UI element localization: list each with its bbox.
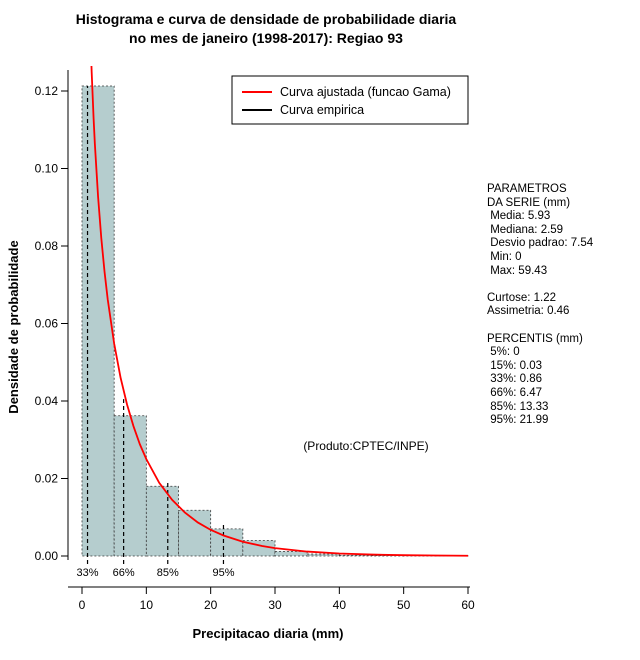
y-tick-label: 0.12 bbox=[35, 84, 59, 98]
percentile-label: 95% bbox=[212, 567, 234, 579]
chart-title-line1: Histograma e curva de densidade de proba… bbox=[75, 11, 457, 27]
stats-line: Curtose: 1.22 bbox=[487, 291, 557, 304]
percentile-label: 85% bbox=[157, 567, 179, 579]
histogram-chart: 33% 66% 85% 95% 0.00 0.02 0.04 0.06 0.08 0.10 0.12… bbox=[6, 66, 475, 641]
x-tick-label: 10 bbox=[140, 598, 154, 612]
stats-line: 85%: 13.33 bbox=[487, 400, 549, 413]
histogram-bar bbox=[81, 85, 115, 557]
stats-line: DA SERIE (mm) bbox=[487, 196, 571, 209]
histogram-bar bbox=[306, 553, 340, 557]
histogram-bar bbox=[210, 528, 244, 557]
x-tick-label: 50 bbox=[397, 598, 411, 612]
percentile-label: 66% bbox=[113, 567, 135, 579]
y-tick-label: 0.06 bbox=[35, 317, 59, 331]
histogram-bar bbox=[145, 485, 179, 557]
stats-line bbox=[487, 278, 637, 292]
histogram-bar bbox=[113, 415, 147, 557]
x-tick-label: 20 bbox=[204, 598, 218, 612]
stats-line: Mediana: 2.59 bbox=[487, 223, 564, 236]
histogram-bar bbox=[338, 554, 372, 557]
x-tick-label: 0 bbox=[79, 598, 86, 612]
stats-line: PERCENTIS (mm) bbox=[487, 332, 583, 345]
stats-line: 33%: 0.86 bbox=[487, 373, 542, 386]
stats-line: Media: 5.93 bbox=[487, 210, 551, 223]
y-tick-label: 0.10 bbox=[35, 162, 59, 176]
x-axis-title: Precipitacao diaria (mm) bbox=[193, 626, 344, 641]
y-tick-label: 0.02 bbox=[35, 472, 59, 486]
histogram-bar bbox=[274, 550, 308, 557]
percentile-label: 33% bbox=[77, 567, 99, 579]
y-tick-label: 0.00 bbox=[35, 549, 59, 563]
legend-box bbox=[231, 75, 469, 125]
stats-line: 95%: 21.99 bbox=[487, 414, 549, 427]
stats-line: 15%: 0.03 bbox=[487, 359, 542, 372]
stats-line: PARAMETROS bbox=[487, 183, 567, 195]
histogram-bar bbox=[178, 509, 212, 557]
chart-title-line2: no mes de janeiro (1998-2017): Regiao 93 bbox=[129, 30, 403, 46]
legend-item-label: Curva ajustada (funcao Gama) bbox=[280, 85, 451, 99]
stats-line: 66%: 6.47 bbox=[487, 386, 542, 399]
stats-panel: PARAMETROS DA SERIE (mm) Media: 5.93 Medi… bbox=[487, 183, 637, 428]
y-tick-label: 0.08 bbox=[35, 239, 59, 253]
stats-line: Desvio padrao: 7.54 bbox=[487, 237, 594, 250]
y-tick-label: 0.04 bbox=[35, 394, 59, 408]
stats-line: Min: 0 bbox=[487, 250, 522, 263]
source-annotation: (Produto:CPTEC/INPE) bbox=[303, 439, 428, 453]
legend-item-label: Curva empirica bbox=[280, 103, 364, 117]
chart-title: Histograma e curva de densidade de proba… bbox=[6, 10, 526, 48]
x-tick-label: 30 bbox=[268, 598, 282, 612]
x-tick-label: 60 bbox=[461, 598, 475, 612]
stats-line: 5%: 0 bbox=[487, 346, 520, 359]
gamma-curve bbox=[90, 66, 469, 557]
x-tick-label: 40 bbox=[333, 598, 347, 612]
stats-line: Assimetria: 0.46 bbox=[487, 305, 570, 318]
stats-line: Max: 59.43 bbox=[487, 264, 548, 277]
stats-line bbox=[487, 319, 637, 333]
y-axis-title: Densidade de probabilidade bbox=[6, 240, 21, 413]
